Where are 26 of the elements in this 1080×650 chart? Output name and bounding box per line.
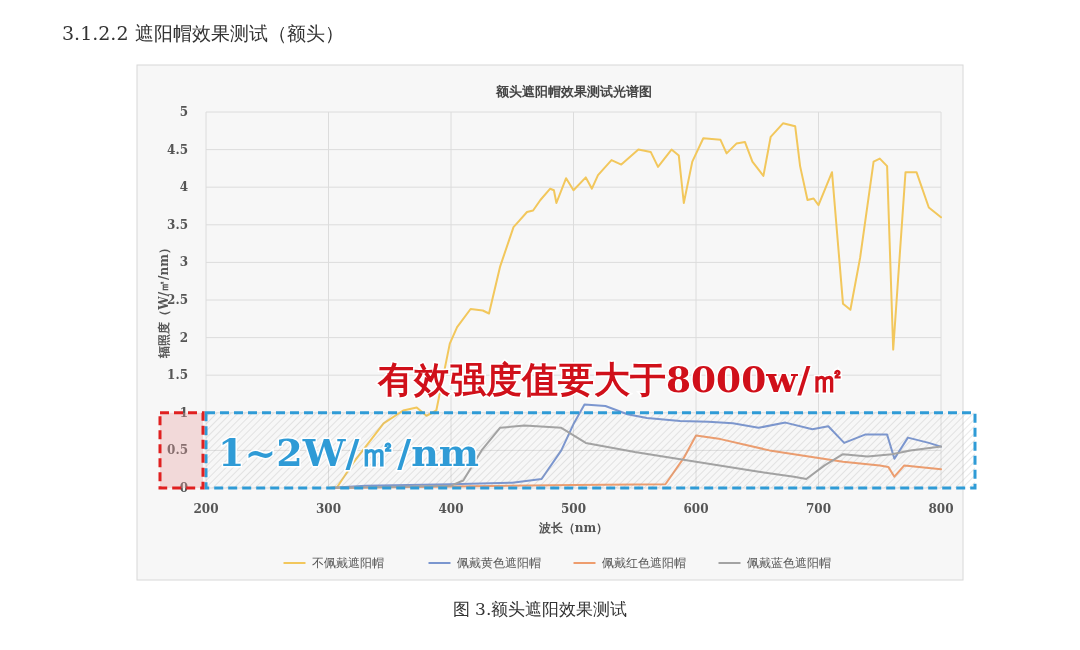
legend-label: 不佩戴遮阳帽 <box>311 556 384 570</box>
x-tick-label: 300 <box>315 502 342 516</box>
y-tick-label: 3.5 <box>167 217 188 232</box>
chart-title: 额头遮阳帽效果测试光谱图 <box>494 84 652 99</box>
x-tick-label: 500 <box>560 502 587 516</box>
legend-label: 佩戴红色遮阳帽 <box>601 556 686 570</box>
x-tick-label: 600 <box>683 502 709 516</box>
y-tick-label: 3 <box>179 255 188 270</box>
legend-label: 佩戴蓝色遮阳帽 <box>746 556 831 570</box>
y-tick-label: 0.5 <box>167 443 188 458</box>
caption: 图 3.额头遮阳效果测试 <box>452 599 628 619</box>
text: 3.1.2.2 遮阳帽效果测试（额头） <box>62 22 344 44</box>
x-tick-label: 200 <box>193 502 219 516</box>
legend-label: 佩戴黄色遮阳帽 <box>456 556 541 570</box>
x-tick-label: 700 <box>805 502 832 516</box>
y-tick-label: 4 <box>179 180 188 195</box>
y-tick-label: 1 <box>179 405 188 420</box>
y-tick-label: 0 <box>179 481 188 495</box>
y-tick-label: 4.5 <box>167 142 188 157</box>
x-tick-label: 400 <box>438 502 464 516</box>
y-tick-label: 2 <box>179 330 188 345</box>
x-axis-title: 波长（nm） <box>537 521 609 535</box>
x-tick-label: 800 <box>928 502 954 516</box>
y-tick-label: 2.5 <box>167 293 188 307</box>
y-tick-label: 5 <box>179 105 188 119</box>
y-tick-label: 1.5 <box>167 368 188 383</box>
